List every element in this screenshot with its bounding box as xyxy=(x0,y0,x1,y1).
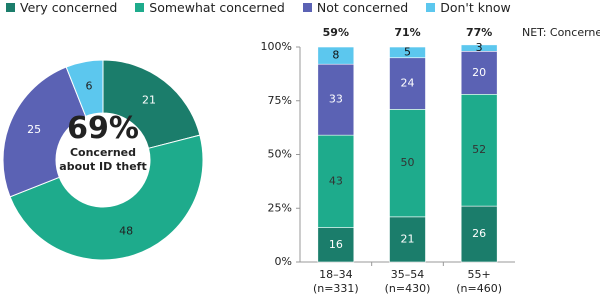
legend-label: Somewhat concerned xyxy=(149,0,285,15)
bar-segment xyxy=(317,46,355,65)
y-tick-label: 75% xyxy=(268,94,292,107)
bar-label: 16 xyxy=(329,238,343,251)
y-tick-label: 50% xyxy=(268,148,292,161)
bar-segment xyxy=(389,57,426,110)
net-value: 77% xyxy=(466,26,492,39)
bar-segment xyxy=(460,94,498,207)
bar-label: 21 xyxy=(401,232,415,245)
bar-segment xyxy=(460,44,498,52)
legend-item: Don't know xyxy=(426,0,511,15)
legend-item: Very concerned xyxy=(6,0,117,15)
net-title: NET: Concerned xyxy=(522,26,600,39)
bar-segment xyxy=(389,46,426,59)
y-tick-label: 100% xyxy=(261,40,292,53)
bar-label: 26 xyxy=(472,227,486,240)
bar-segment xyxy=(389,216,426,263)
legend-label: Not concerned xyxy=(316,0,409,15)
bar-label: 52 xyxy=(472,143,486,156)
donut-center: 69% Concerned about ID theft xyxy=(58,112,148,174)
bar-label: 5 xyxy=(404,45,411,58)
bar-segment xyxy=(317,227,355,263)
legend-item: Not concerned xyxy=(302,0,409,15)
legend-item: Somewhat concerned xyxy=(135,0,285,15)
legend-swatch xyxy=(426,3,436,12)
slice-label: 25 xyxy=(27,123,41,136)
legend-label: Don't know xyxy=(440,0,511,15)
bar-label: 24 xyxy=(401,77,415,90)
donut-slice xyxy=(9,134,204,261)
bar-label: 50 xyxy=(401,156,415,169)
legend: Very concerned Somewhat concerned Not conc… xyxy=(6,0,511,15)
donut-slice xyxy=(102,59,201,149)
legend-swatch xyxy=(135,3,145,12)
bar-segment xyxy=(317,134,355,228)
y-tick-label: 0% xyxy=(275,255,292,268)
bar-segment xyxy=(460,205,498,263)
net-value: 59% xyxy=(323,26,349,39)
x-tick-label: 35–54 (n=430) xyxy=(384,268,431,295)
net-value: 71% xyxy=(394,26,420,39)
donut-slice xyxy=(65,59,104,117)
slice-label: 6 xyxy=(85,79,92,92)
x-tick-label: 55+ (n=460) xyxy=(456,268,503,295)
center-value: 69% xyxy=(67,111,139,146)
bar-label: 20 xyxy=(472,66,486,79)
bar-segment xyxy=(317,63,355,136)
y-tick-label: 25% xyxy=(268,201,292,214)
bar-segment xyxy=(389,109,426,218)
bar-label: 33 xyxy=(329,93,343,106)
legend-swatch xyxy=(302,3,312,12)
bar-label: 8 xyxy=(332,49,339,62)
donut-slice xyxy=(2,66,87,198)
bar-label: 43 xyxy=(329,174,343,187)
slice-label: 21 xyxy=(142,94,156,107)
slice-label: 48 xyxy=(119,224,133,237)
x-tick-label: 18–34 (n=331) xyxy=(312,268,359,295)
center-text: Concerned about ID theft xyxy=(59,146,147,173)
bar-label: 3 xyxy=(476,41,483,54)
legend-label: Very concerned xyxy=(20,0,118,15)
legend-swatch xyxy=(6,3,15,12)
